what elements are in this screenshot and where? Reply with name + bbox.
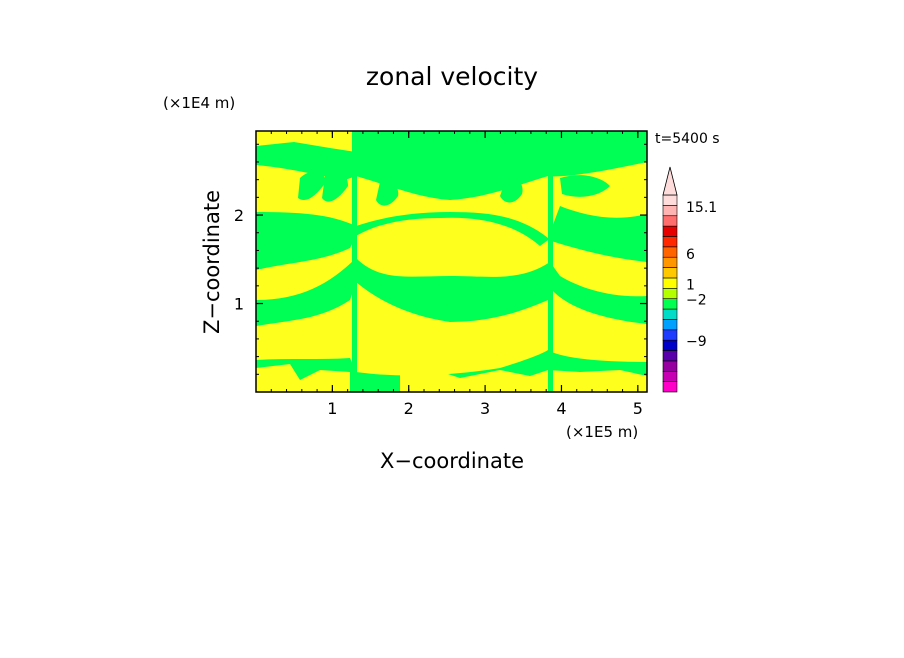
contour-lens-green: [322, 171, 348, 202]
contour-band-yellow: [256, 131, 356, 152]
y-scale-label: (×1E4 m): [163, 94, 235, 112]
x-tick-label: 1: [327, 399, 337, 418]
colorbar-swatch: [662, 381, 678, 393]
colorbar-swatch: [662, 236, 678, 248]
colorbar-swatch: [662, 319, 678, 331]
colorbar-label: −2: [686, 292, 707, 308]
front-left: [352, 131, 357, 392]
front-right: [548, 131, 553, 392]
x-tick-label: 2: [404, 399, 414, 418]
colorbar-label: 1: [686, 278, 695, 294]
x-tick-label: 3: [480, 399, 490, 418]
colorbar-swatch: [662, 288, 678, 299]
contour-band-yellow: [400, 368, 647, 392]
colorbar-swatch: [662, 370, 678, 382]
colorbar-swatch: [662, 298, 678, 310]
colorbar-swatch: [662, 329, 678, 341]
y-axis: 12: [234, 143, 647, 375]
colorbar-label: −9: [686, 334, 707, 350]
colorbar-swatch: [662, 339, 678, 351]
contour-lens-green: [298, 171, 326, 201]
colorbar-swatch: [662, 225, 678, 237]
colorbar-swatch: [662, 350, 678, 362]
colorbar-swatch: [662, 246, 678, 258]
colorbar-swatch: [662, 277, 678, 289]
contour-band-yellow: [256, 217, 647, 300]
plot-frame: [255, 130, 648, 393]
x-scale-label: (×1E5 m): [566, 423, 638, 441]
y-tick-label: 1: [234, 295, 244, 314]
x-axis: 1 2 3 4 5: [270, 131, 643, 418]
colorbar: 15.1 6 1−2 −9: [662, 166, 717, 393]
x-tick-label: 4: [556, 399, 566, 418]
time-label: t=5400 s: [655, 131, 720, 147]
colorbar-swatch: [662, 360, 678, 372]
y-tick-label: 2: [234, 206, 244, 225]
colorbar-swatch: [662, 267, 678, 279]
colorbar-swatch: [662, 256, 678, 268]
contour-lens-green: [560, 175, 610, 197]
y-axis-label: Z−coordinate: [200, 190, 224, 334]
contour-lens-green: [500, 179, 523, 203]
contour-lens-green: [420, 131, 485, 158]
colorbar-label: 15.1: [686, 200, 717, 216]
colorbar-swatch: [662, 194, 678, 206]
chart-title: zonal velocity: [366, 62, 538, 91]
x-tick-label: 5: [633, 399, 643, 418]
contour-band-yellow: [256, 364, 350, 392]
colorbar-swatch: [662, 308, 678, 320]
colorbar-extend-arrow: [662, 166, 678, 196]
colorbar-swatch: [662, 205, 678, 217]
colorbar-label: 6: [686, 247, 695, 263]
contour-lens-green: [376, 180, 399, 206]
x-axis-label: X−coordinate: [380, 449, 524, 473]
colorbar-swatch: [662, 215, 678, 227]
